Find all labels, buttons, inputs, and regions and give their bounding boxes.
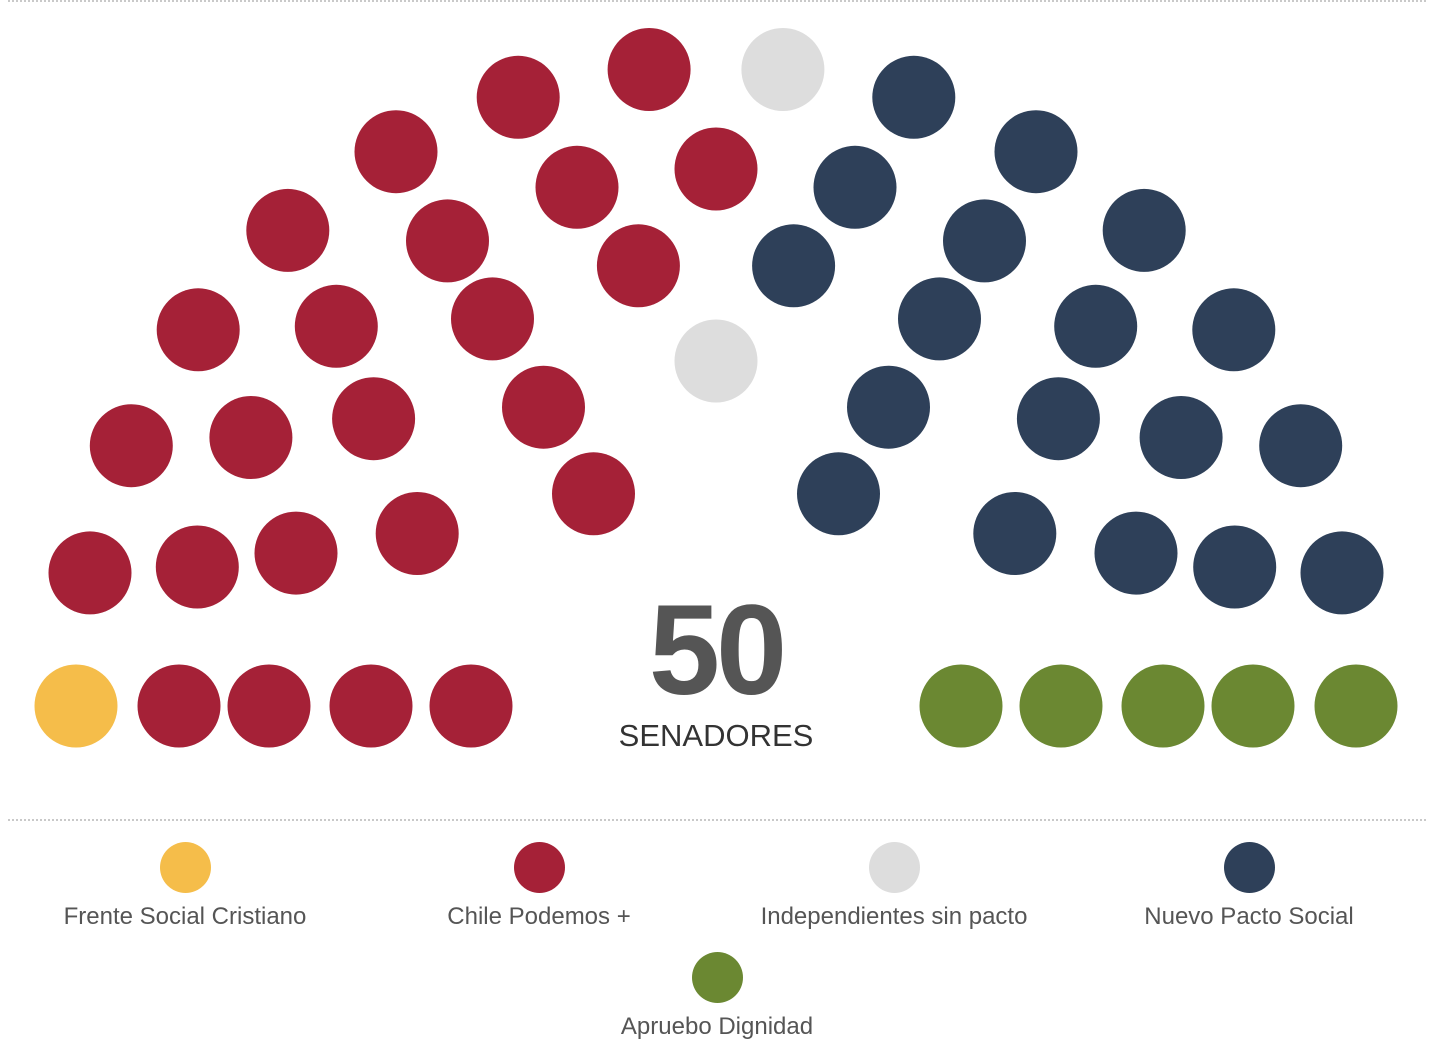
- seat-chile-podemos: [254, 511, 338, 595]
- legend-item-apruebo-dignidad: Apruebo Dignidad: [537, 952, 897, 1042]
- seat-nuevo-pacto-social: [1102, 188, 1186, 272]
- seat-independientes-sin-pacto: [674, 319, 758, 403]
- seat-chile-podemos: [502, 365, 585, 449]
- seat-nuevo-pacto-social: [994, 110, 1078, 194]
- seat-chile-podemos: [451, 277, 534, 361]
- seat-chile-podemos: [476, 55, 560, 139]
- legend-label: Independientes sin pacto: [760, 903, 1028, 930]
- seat-apruebo-dignidad: [1314, 664, 1398, 748]
- seat-chile-podemos: [48, 531, 132, 615]
- seat-apruebo-dignidad: [1121, 664, 1205, 748]
- seat-nuevo-pacto-social: [1054, 284, 1138, 368]
- seat-chile-podemos: [294, 284, 378, 368]
- legend-swatch: [868, 842, 920, 893]
- seat-chile-podemos: [406, 199, 489, 283]
- seat-nuevo-pacto-social: [898, 277, 981, 361]
- seat-chile-podemos: [156, 288, 240, 372]
- total-seats-number: 50: [648, 579, 787, 722]
- legend-swatch: [159, 842, 211, 893]
- legend-label: Nuevo Pacto Social: [1144, 903, 1354, 930]
- parliament-seat-chart: [34, 28, 1398, 748]
- legend-item-nuevo-pacto-social: Nuevo Pacto Social: [1069, 842, 1429, 932]
- seat-chile-podemos: [155, 525, 239, 609]
- seat-nuevo-pacto-social: [1094, 511, 1178, 595]
- legend-divider: [8, 819, 1426, 821]
- seat-nuevo-pacto-social: [1193, 525, 1277, 609]
- seat-apruebo-dignidad: [1019, 664, 1103, 748]
- seat-chile-podemos: [246, 188, 330, 272]
- seat-apruebo-dignidad: [919, 664, 1003, 748]
- total-seats-label: SENADORES: [618, 718, 814, 753]
- seat-nuevo-pacto-social: [872, 55, 956, 139]
- seat-nuevo-pacto-social: [813, 145, 897, 229]
- seat-chile-podemos: [354, 110, 438, 194]
- seat-chile-podemos: [209, 396, 293, 479]
- seat-nuevo-pacto-social: [752, 224, 836, 308]
- seat-chile-podemos: [375, 492, 459, 575]
- top-divider: [8, 0, 1426, 2]
- seat-apruebo-dignidad: [1211, 664, 1295, 748]
- seat-chile-podemos: [332, 377, 416, 461]
- seat-chile-podemos: [607, 28, 691, 111]
- seat-nuevo-pacto-social: [797, 452, 880, 536]
- seat-chile-podemos: [552, 452, 635, 536]
- legend-item-frente-social-cristiano: Frente Social Cristiano: [5, 842, 365, 932]
- seat-nuevo-pacto-social: [847, 365, 930, 449]
- seat-chile-podemos: [329, 664, 413, 748]
- seat-nuevo-pacto-social: [1192, 288, 1276, 372]
- legend-swatch: [691, 952, 743, 1003]
- legend-label: Frente Social Cristiano: [63, 903, 307, 930]
- seat-chile-podemos: [227, 664, 311, 748]
- seat-independientes-sin-pacto: [741, 28, 825, 111]
- seat-chile-podemos: [89, 404, 173, 488]
- seat-frente-social-cristiano: [34, 664, 118, 748]
- legend-swatch: [1223, 842, 1275, 893]
- legend-item-independientes-sin-pacto: Independientes sin pacto: [714, 842, 1074, 932]
- seat-nuevo-pacto-social: [1259, 404, 1343, 488]
- seat-nuevo-pacto-social: [1300, 531, 1384, 615]
- legend-label: Apruebo Dignidad: [620, 1013, 814, 1040]
- legend-swatch: [513, 842, 565, 893]
- seat-nuevo-pacto-social: [973, 492, 1057, 575]
- seat-chile-podemos: [137, 664, 221, 748]
- legend-item-chile-podemos: Chile Podemos +: [359, 842, 719, 932]
- seat-chile-podemos: [535, 145, 619, 229]
- seat-nuevo-pacto-social: [943, 199, 1026, 283]
- seat-chile-podemos: [596, 224, 680, 308]
- legend-label: Chile Podemos +: [447, 903, 631, 930]
- seat-nuevo-pacto-social: [1139, 396, 1223, 479]
- seat-chile-podemos: [429, 664, 513, 748]
- seat-nuevo-pacto-social: [1016, 377, 1100, 461]
- seat-chile-podemos: [674, 127, 758, 211]
